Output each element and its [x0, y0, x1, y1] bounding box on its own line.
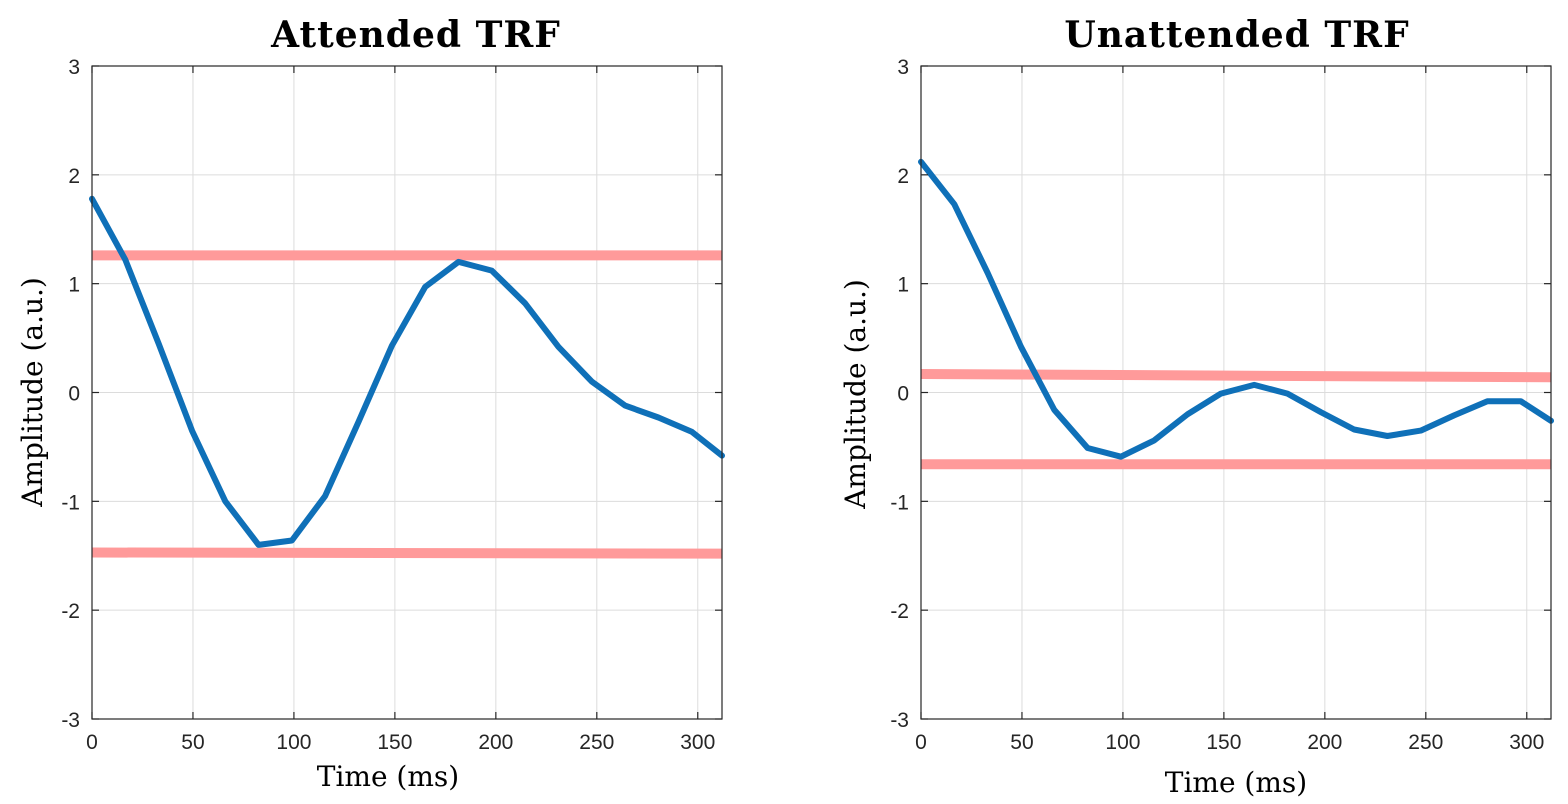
grid — [921, 66, 1551, 719]
y-tick-label: -3 — [61, 709, 80, 732]
series-lines — [89, 195, 725, 548]
ticks: 0 50 100 150 200 250 300 -3 -2 -1 0 1 2 3 — [890, 56, 1551, 754]
x-axis-label: Time (ms) — [1165, 766, 1307, 799]
x-tick-label: 100 — [1105, 731, 1140, 754]
y-tick-label: 1 — [68, 274, 80, 297]
x-tick-label: 50 — [181, 731, 204, 754]
x-tick-label: 150 — [377, 731, 412, 754]
y-tick-label: -2 — [61, 600, 80, 623]
x-tick-label: 50 — [1010, 731, 1033, 754]
y-tick-label: 0 — [68, 383, 80, 406]
y-tick-label: -1 — [61, 491, 80, 514]
chart-title: Attended TRF — [270, 14, 561, 56]
x-tick-label: 150 — [1206, 731, 1241, 754]
y-tick-label: 1 — [897, 274, 909, 297]
x-tick-label: 250 — [579, 731, 614, 754]
series-lines — [918, 158, 1554, 460]
plot-area-border — [91, 65, 723, 720]
x-axis-label: Time (ms) — [317, 760, 459, 793]
x-tick-label: 200 — [1307, 731, 1342, 754]
x-tick-label: 100 — [276, 731, 311, 754]
x-tick-label: 200 — [478, 731, 513, 754]
x-tick-label: 0 — [915, 731, 927, 754]
grid — [92, 66, 722, 719]
y-axis-label: Amplitude (a.u.) — [839, 279, 872, 510]
y-tick-label: 3 — [68, 56, 80, 79]
y-tick-label: 2 — [68, 165, 80, 188]
unattended-trf-panel: Unattended TRF 0 50 100 150 200 250 300-3-2-10… — [839, 14, 1554, 799]
y-tick-label: -3 — [890, 709, 909, 732]
trf-series-line — [918, 158, 1554, 460]
trf-series-line — [89, 195, 725, 548]
y-tick-label: -2 — [890, 600, 909, 623]
ticks: 0 50 100 150 200 250 300 -3 -2 -1 0 1 2 3 — [61, 56, 722, 754]
y-tick-label: 0 — [897, 383, 909, 406]
y-axis-label: Amplitude (a.u.) — [16, 277, 49, 508]
threshold-line — [920, 369, 1552, 383]
threshold-lines — [91, 250, 723, 559]
attended-trf-panel: Attended TRF 0 50 100 150 200 250 300 -3 -2 -1 0 1 2… — [16, 14, 725, 793]
plot-area-border — [920, 65, 1552, 720]
y-tick-label: 3 — [897, 56, 909, 79]
threshold-line — [91, 547, 723, 559]
x-tick-label: 300 — [1509, 731, 1544, 754]
x-tick-label: 300 — [680, 731, 715, 754]
x-tick-label: 250 — [1408, 731, 1443, 754]
y-tick-label: -1 — [890, 491, 909, 514]
x-tick-label: 0 — [86, 731, 98, 754]
y-tick-label: 2 — [897, 165, 909, 188]
threshold-lines — [920, 369, 1552, 470]
chart-title: Unattended TRF — [1064, 14, 1409, 56]
